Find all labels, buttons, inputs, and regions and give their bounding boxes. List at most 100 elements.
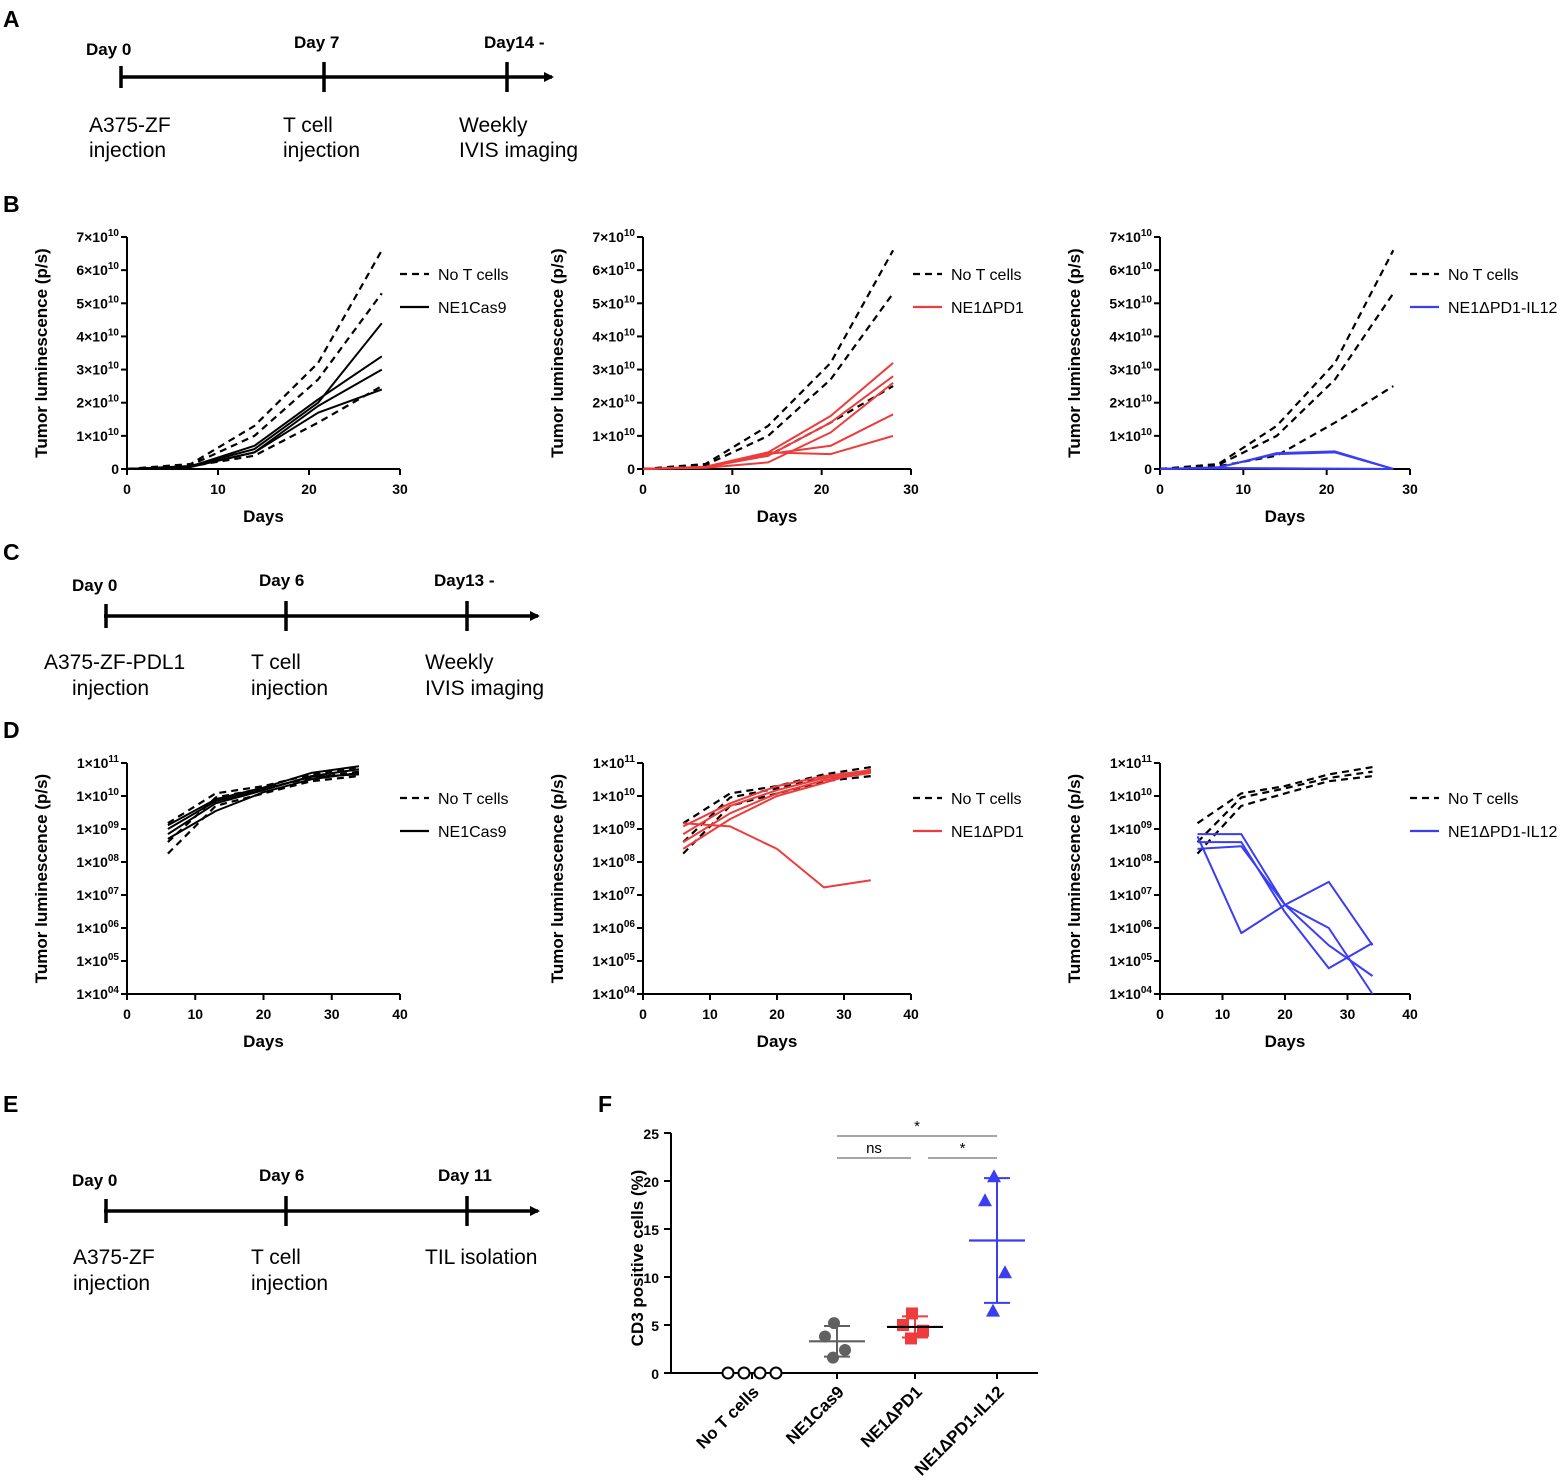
y-tick-label: 4×1010 (1109, 327, 1152, 344)
data-point-ne1cas9 (819, 1330, 831, 1343)
y-tick-label: 1×1004 (592, 985, 635, 1002)
timeline-event-label: A375-ZF (73, 1246, 155, 1269)
y-tick-label: 1×1011 (1110, 754, 1153, 771)
data-point-no-t-cells (721, 1366, 735, 1380)
series-line-no-t-cells (642, 292, 894, 471)
y-tick-label: 2×1010 (1109, 394, 1152, 411)
series-line-ne1delta-pd1 (642, 413, 894, 470)
x-tick-label: 10 (210, 481, 226, 497)
series-line-no-t-cells (682, 766, 871, 825)
x-tick-label: 30 (324, 1006, 340, 1022)
series-line-ne1delta-pd1 (683, 822, 871, 889)
y-tick-label: 1×1011 (77, 754, 120, 771)
series-line-no-t-cells (167, 770, 360, 843)
chart-b-ne1-delta-pd1-il12: 0 10 20 30 0 1×1010 2×1010 3×1010 4×1010 5×1010 6×… (1065, 228, 1558, 526)
y-tick-label: 1×1007 (1109, 886, 1152, 903)
legend-label-no-t-cells: No T cells (438, 267, 509, 284)
chart-d-ne1-delta-pd1: 0 10 20 30 40 1×1011 1×1010 1×1009 1×1008 1×1007 1… (548, 754, 1024, 1051)
chart-b-ne1-delta-pd1: 0 10 20 30 0 1×1010 2×1010 3×1010 4×1010 5×1010 6×… (548, 228, 1024, 526)
timeline-event-label: injection (251, 1272, 328, 1295)
y-tick-label: 5×1010 (1109, 294, 1152, 311)
y-tick-label: 0 (1144, 461, 1152, 477)
y-tick-label: 7×1010 (592, 228, 635, 245)
x-tick-label-ne1cas9: NE1Cas9 (782, 1382, 848, 1448)
y-tick-label: 20 (643, 1174, 659, 1190)
x-tick-label: 10 (187, 1006, 203, 1022)
timeline-day-label: Day 0 (72, 1171, 117, 1190)
chart-f-cd3-scatter: 0 5 10 15 20 25 CD3 positive cells (%) No T cel… (628, 1118, 1038, 1479)
series-line-ne1delta-pd1-il12 (1159, 451, 1394, 470)
timeline-event-label: TIL isolation (425, 1246, 537, 1269)
x-tick-label: 30 (1340, 1006, 1356, 1022)
legend-label-no-t-cells: No T cells (438, 791, 509, 808)
data-point-ne1cas9 (828, 1317, 840, 1330)
y-tick-label: 0 (627, 461, 635, 477)
x-tick-label: 10 (702, 1006, 718, 1022)
x-tick-label: 10 (725, 481, 741, 497)
x-axis-label: Days (243, 507, 284, 526)
significance-label: * (960, 1140, 966, 1157)
chart-d-ne1-delta-pd1-il12: 0 10 20 30 40 1×1011 1×1010 1×1009 1×1008 1×1007 1… (1065, 754, 1558, 1051)
x-tick-label: 20 (769, 1006, 785, 1022)
series-line-ne1delta-pd1-il12 (1197, 841, 1374, 970)
data-point-ne1delta-pd1-il12 (998, 1265, 1012, 1279)
y-tick-label: 7×1010 (76, 228, 119, 245)
legend-label-ne1delta-pd1-il12: NE1ΔPD1-IL12 (1448, 824, 1558, 841)
y-tick-label: 3×1010 (1109, 361, 1152, 378)
series-line-no-t-cells (1196, 775, 1373, 855)
data-point-ne1cas9 (839, 1343, 851, 1356)
timeline-event-label: injection (89, 139, 166, 162)
data-point-ne1delta-pd1 (897, 1319, 909, 1331)
y-tick-label: 1×1006 (76, 919, 119, 936)
y-tick-label: 1×1010 (76, 427, 119, 444)
series-line-ne1delta-pd1-il12 (1159, 450, 1394, 470)
series-line-ne1cas9 (167, 771, 360, 840)
timeline-a: Day 0 Day 7 Day14 - A375-ZF injection T … (86, 33, 578, 162)
timeline-event-label: T cell (251, 1246, 301, 1269)
data-point-ne1delta-pd1-il12 (986, 1303, 1000, 1317)
timeline-event-label: injection (251, 677, 328, 700)
y-tick-label: 3×1010 (76, 361, 119, 378)
x-tick-label-ne1delta-pd1: NE1ΔPD1 (857, 1382, 926, 1451)
timeline-day-label: Day 0 (72, 576, 117, 595)
y-tick-label: 1×1005 (1109, 952, 1152, 969)
series-line-no-t-cells (167, 775, 360, 855)
data-point-ne1delta-pd1 (905, 1332, 917, 1345)
y-tick-label: 1×1006 (1109, 919, 1152, 936)
y-tick-label: 1×1007 (592, 886, 635, 903)
timeline-event-label: injection (283, 139, 360, 162)
y-tick-label: 1×1009 (592, 820, 635, 837)
y-tick-label: 2×1010 (76, 394, 119, 411)
y-tick-label: 0 (111, 461, 119, 477)
y-tick-label: 6×1010 (1109, 261, 1152, 278)
series-line-ne1cas9 (167, 765, 360, 827)
significance-label: ns (866, 1140, 882, 1157)
y-tick-label: 3×1010 (592, 361, 635, 378)
y-tick-label: 1×1010 (592, 787, 635, 804)
data-point-no-t-cells (769, 1366, 783, 1380)
timeline-day-label: Day 6 (259, 1166, 304, 1185)
series-line-ne1delta-pd1-il12 (1197, 845, 1374, 977)
x-tick-label: 20 (1319, 481, 1335, 497)
series-line-no-t-cells (1159, 292, 1395, 471)
timeline-event-label: Weekly (425, 651, 494, 674)
y-tick-label: 1×1009 (1109, 820, 1152, 837)
x-tick-label-ne1delta-pd1-il12: NE1ΔPD1-IL12 (911, 1382, 1008, 1479)
y-tick-label: 6×1010 (592, 261, 635, 278)
y-tick-label: 1×1011 (593, 754, 636, 771)
x-tick-label: 30 (1402, 481, 1418, 497)
y-tick-label: 1×1010 (76, 787, 119, 804)
timeline-day-label: Day 11 (438, 1166, 492, 1185)
x-tick-label: 10 (1236, 481, 1252, 497)
y-tick-label: 7×1010 (1109, 228, 1152, 245)
y-tick-label: 1×1008 (76, 853, 119, 870)
x-tick-label: 10 (1215, 1006, 1231, 1022)
x-tick-label: 20 (301, 481, 317, 497)
panel-label-a: A (3, 6, 20, 32)
panel-label-f: F (598, 1091, 612, 1117)
y-tick-label: 25 (643, 1126, 659, 1142)
legend-label-ne1delta-pd1: NE1ΔPD1 (951, 300, 1024, 317)
y-tick-label: 1×1004 (1109, 985, 1152, 1002)
x-axis-label: Days (1265, 1032, 1306, 1051)
